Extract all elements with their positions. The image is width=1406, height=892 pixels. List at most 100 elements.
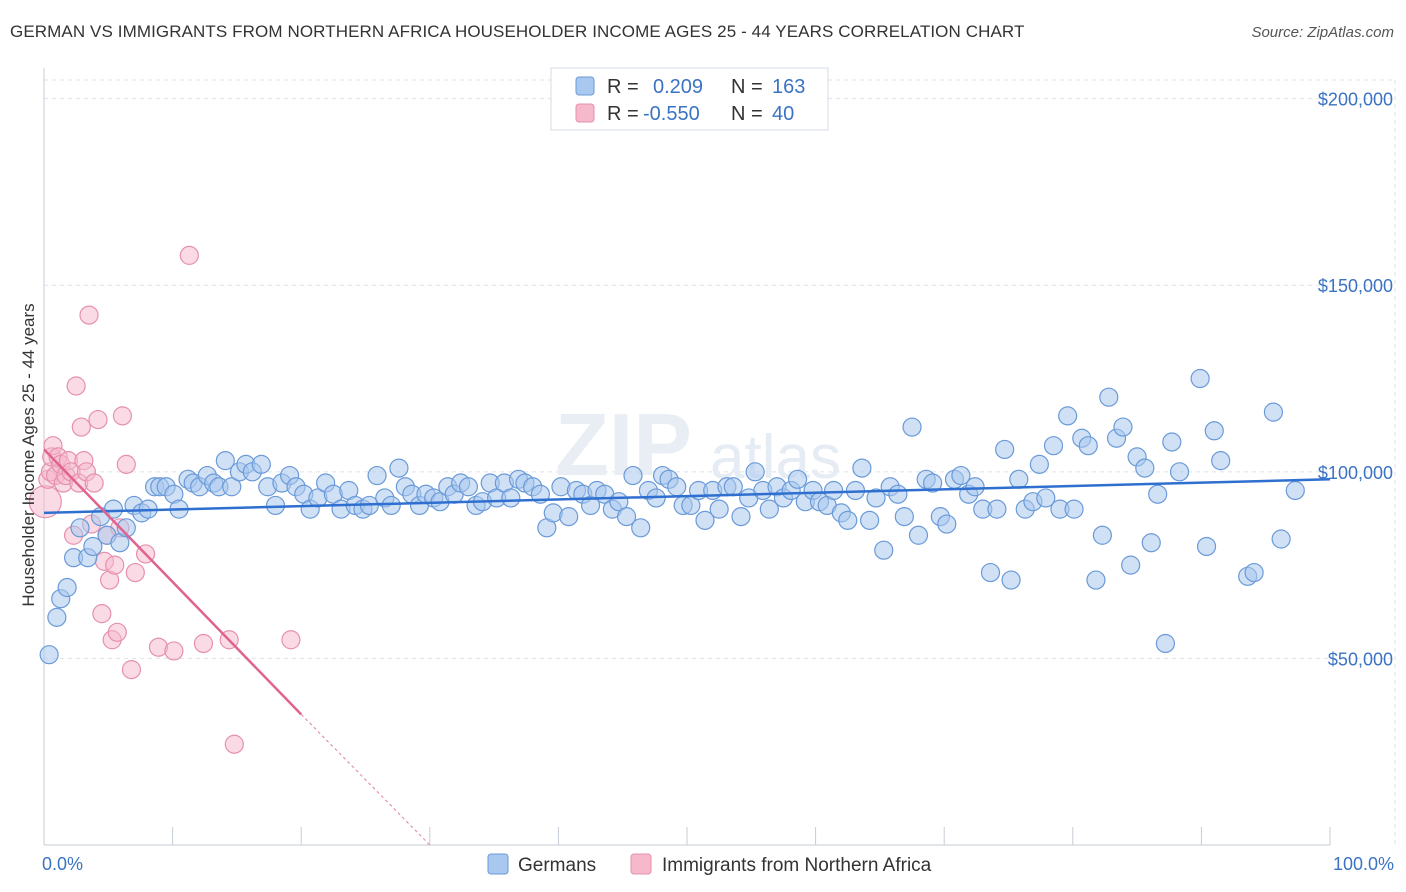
y-axis-title: Householder Income Ages 25 - 44 years: [19, 303, 38, 606]
data-point-immigrants: [125, 562, 145, 583]
data-point-germans: [70, 518, 90, 538]
data-point-germans: [745, 462, 765, 482]
y-tick-labels: $50,000 $100,000 $150,000 $200,000: [1318, 90, 1393, 670]
series-immigrants-points: [28, 245, 301, 754]
data-point-immigrants: [121, 660, 142, 680]
data-point-germans: [1141, 533, 1161, 553]
legend-r-label-germans: R =: [607, 76, 639, 98]
data-point-germans: [667, 477, 687, 497]
data-point-germans: [980, 562, 1001, 583]
y-tick-label: $50,000: [1328, 649, 1393, 669]
data-point-immigrants: [193, 633, 214, 654]
data-point-germans: [1043, 436, 1064, 456]
legend-swatch-germans: [575, 76, 595, 96]
data-point-germans: [501, 488, 521, 508]
data-point-germans: [951, 465, 971, 486]
legend-bottom-germans: Germans: [518, 855, 596, 876]
data-point-germans: [937, 514, 957, 534]
data-point-germans: [1086, 570, 1106, 590]
data-point-immigrants: [92, 604, 112, 624]
data-point-germans: [215, 451, 235, 471]
watermark: ZIP atlas: [555, 395, 841, 494]
data-point-immigrants: [281, 630, 301, 650]
x-tick-label: 100.0%: [1333, 854, 1394, 874]
x-tick-labels: 0.0% 100.0%: [42, 854, 1394, 874]
data-point-germans: [1244, 562, 1264, 583]
legend-top-frame: [550, 67, 829, 131]
data-point-germans: [860, 510, 880, 530]
data-point-immigrants: [84, 473, 104, 493]
data-point-germans: [1113, 417, 1133, 437]
data-point-germans: [894, 507, 914, 527]
data-point-germans: [559, 507, 579, 527]
data-point-germans: [709, 499, 729, 519]
data-point-immigrants: [164, 641, 184, 661]
data-point-germans: [987, 499, 1007, 519]
data-point-germans: [723, 477, 743, 497]
y-tick-label: $200,000: [1318, 90, 1393, 110]
legend-n-label-germans: N =: [731, 76, 763, 98]
data-point-germans: [908, 525, 929, 545]
legend-n-label-immigrants: N =: [731, 103, 763, 125]
data-point-immigrants: [224, 734, 244, 754]
data-point-germans: [1001, 570, 1021, 590]
data-point-germans: [1148, 484, 1168, 504]
data-point-germans: [1121, 555, 1141, 575]
legend-r-label-immigrants: R =: [607, 103, 639, 125]
data-point-germans: [222, 477, 242, 497]
data-point-germans: [103, 499, 124, 519]
data-point-germans: [389, 458, 409, 478]
data-point-germans: [1190, 368, 1210, 389]
data-point-germans: [923, 473, 943, 493]
data-point-germans: [83, 536, 103, 557]
data-point-immigrants: [71, 417, 91, 437]
y-tick-label: $150,000: [1318, 276, 1393, 296]
data-point-germans: [116, 518, 136, 538]
data-point-germans: [1099, 387, 1119, 407]
data-point-germans: [458, 477, 478, 497]
y-tick-label: $100,000: [1318, 463, 1393, 483]
data-point-immigrants: [88, 409, 108, 430]
data-point-germans: [695, 510, 715, 530]
legend-bottom: Germans Immigrants from Northern Africa: [487, 853, 932, 876]
data-point-germans: [367, 465, 387, 486]
data-point-germans: [1058, 406, 1078, 426]
data-point-germans: [381, 495, 401, 516]
source-credit: Source: ZipAtlas.com: [1251, 24, 1394, 41]
data-point-germans: [57, 577, 77, 598]
legend-r-value-germans: 0.209: [653, 76, 703, 98]
data-point-immigrants: [105, 555, 125, 575]
data-point-germans: [1064, 499, 1084, 519]
data-point-germans: [616, 507, 637, 527]
data-point-immigrants: [79, 305, 99, 325]
legend-bottom-swatch-immigrants: [630, 853, 652, 875]
data-point-germans: [965, 477, 985, 497]
data-point-germans: [1162, 432, 1182, 452]
data-point-germans: [1009, 469, 1029, 489]
data-point-germans: [1196, 536, 1217, 557]
data-point-germans: [731, 507, 751, 527]
data-point-germans: [874, 540, 894, 560]
data-point-immigrants: [66, 376, 86, 396]
data-point-germans: [1078, 436, 1098, 456]
legend-n-value-germans: 163: [772, 76, 805, 98]
x-tick-label: 0.0%: [42, 854, 83, 874]
legend-n-value-immigrants: 40: [772, 103, 794, 125]
data-point-germans: [1155, 633, 1175, 654]
data-point-germans: [824, 480, 844, 501]
data-point-germans: [902, 417, 922, 437]
data-point-germans: [866, 488, 886, 508]
trend-line-immigrants-extension: [300, 713, 431, 846]
data-point-immigrants: [179, 245, 199, 265]
legend-swatch-immigrants: [575, 103, 595, 123]
data-point-germans: [1092, 525, 1112, 545]
trend-line-germans: [43, 478, 1331, 515]
data-point-germans: [39, 645, 59, 665]
data-point-germans: [251, 454, 271, 474]
legend-top: R = 0.209 N = 163 R = -0.550 N = 40: [550, 67, 829, 131]
data-point-germans: [852, 458, 872, 478]
data-point-germans: [1285, 480, 1305, 501]
data-point-immigrants: [107, 622, 127, 642]
data-point-germans: [1169, 462, 1190, 482]
data-point-immigrants: [116, 454, 136, 474]
